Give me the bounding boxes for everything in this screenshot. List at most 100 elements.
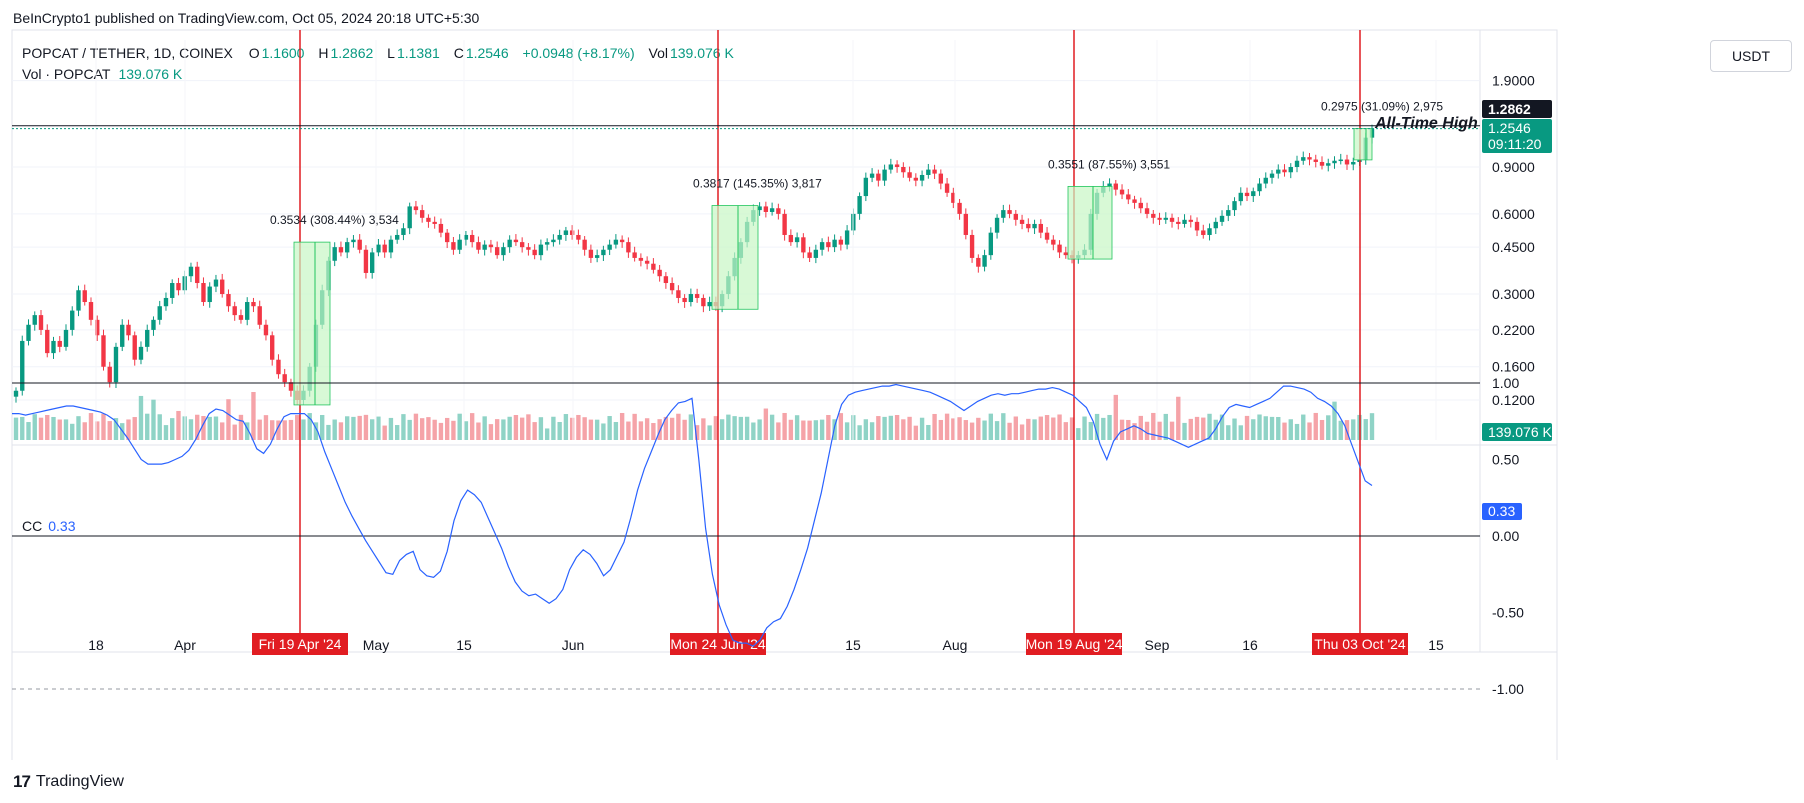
volume-bar — [582, 417, 587, 440]
volume-legend-label[interactable]: Vol · POPCAT — [22, 66, 111, 82]
candle-body — [1007, 210, 1012, 214]
volume-bar — [432, 419, 437, 440]
volume-bar — [1044, 415, 1050, 440]
candle-body — [126, 324, 131, 336]
volume-bar — [288, 419, 294, 440]
tradingview-logo-icon: 17 — [13, 772, 31, 791]
cc-value-badge — [1482, 503, 1522, 520]
volume-bar — [1007, 422, 1012, 440]
volume-bar — [594, 419, 600, 440]
volume-bar — [863, 419, 869, 440]
candle-body — [538, 244, 544, 256]
volume-bar — [307, 413, 312, 440]
volume-bar — [1351, 419, 1356, 440]
candle-body — [1044, 232, 1050, 240]
volume-bar — [419, 418, 425, 440]
volume-bar — [444, 417, 450, 440]
volume-bar — [744, 416, 750, 440]
volume-badge — [1482, 423, 1552, 441]
price-tick-label: 0.4500 — [1492, 239, 1535, 255]
event-date-label: Thu 03 Oct '24 — [1314, 636, 1406, 652]
volume-bar — [576, 414, 581, 440]
ohlc-open-key: O — [248, 45, 260, 61]
volume-bar — [613, 421, 619, 440]
volume-bar — [488, 424, 494, 440]
candle-body — [994, 217, 1000, 233]
volume-bar — [1063, 422, 1068, 440]
candle-body — [157, 306, 162, 320]
volume-bar — [1001, 413, 1006, 440]
candle-body — [20, 340, 25, 391]
volume-bar — [170, 418, 175, 440]
volume-bar — [76, 416, 81, 440]
volume-bar — [494, 419, 500, 440]
candle-body — [769, 208, 775, 212]
candle-body — [426, 217, 431, 222]
candle-body — [863, 177, 869, 197]
candle-body — [1307, 157, 1312, 160]
volume-bar — [1369, 413, 1375, 440]
volume-bar — [701, 418, 706, 440]
candle-body — [1319, 161, 1325, 166]
volume-bar — [20, 416, 25, 440]
volume-bar — [644, 418, 650, 440]
cc-legend-label[interactable]: CC — [22, 518, 43, 534]
candle-body — [1151, 213, 1156, 218]
volume-bar — [676, 413, 681, 440]
volume-bar — [26, 422, 31, 440]
candle-body — [338, 247, 344, 253]
candle-body — [226, 294, 231, 307]
candle-body — [1113, 183, 1118, 190]
volume-bar — [932, 413, 937, 440]
symbol-title[interactable]: POPCAT / TETHER, 1D, COINEX — [22, 45, 233, 61]
volume-bar — [326, 424, 331, 440]
candle-body — [444, 232, 450, 243]
volume-bar — [176, 410, 181, 440]
volume-bar — [1219, 414, 1225, 440]
volume-bar — [388, 417, 394, 440]
volume-bar — [1201, 417, 1206, 440]
candle-body — [238, 315, 244, 320]
candle-body — [188, 266, 194, 277]
candle-body — [707, 302, 712, 307]
candle-body — [582, 239, 587, 250]
volume-bar — [457, 413, 462, 440]
volume-bar — [682, 419, 687, 440]
volume-bar — [869, 422, 875, 440]
candle-body — [1032, 223, 1037, 229]
candle-body — [438, 223, 444, 233]
volume-bar — [732, 416, 737, 440]
volume-bar — [1144, 421, 1150, 440]
volume-bar — [538, 417, 544, 440]
candle-body — [782, 213, 787, 235]
volume-bar — [45, 414, 50, 440]
currency-selector[interactable]: USDT — [1710, 40, 1792, 72]
volume-bar — [957, 417, 962, 440]
volume-bar — [1288, 419, 1293, 440]
price-chart-svg[interactable]: 1.9000 0.9000 0.6000 0.4500 0.3000 0.2200 0.16… — [0, 0, 1804, 760]
candle-body — [688, 294, 694, 303]
candle-body — [26, 324, 31, 341]
candle-body — [663, 276, 669, 284]
candle-body — [38, 315, 44, 330]
volume-bar — [507, 416, 512, 440]
candle-body — [45, 329, 50, 354]
volume-bar — [726, 414, 731, 440]
volume-bar — [557, 421, 562, 440]
tradingview-wordmark[interactable]: TradingView — [35, 773, 124, 790]
cc-tick-label: 1.00 — [1492, 375, 1519, 391]
candle-body — [1188, 219, 1193, 222]
volume-bar — [1301, 414, 1306, 440]
volume-bar — [220, 422, 225, 440]
price-tick-label: 0.2200 — [1492, 322, 1535, 338]
volume-bar — [926, 424, 931, 440]
volume-bar — [207, 416, 212, 440]
ohlc-low-value: 1.1381 — [396, 45, 440, 61]
volume-bar — [588, 419, 594, 440]
price-tick-label: 0.1600 — [1492, 359, 1535, 375]
candle-body — [1213, 221, 1218, 229]
candle-body — [807, 252, 812, 258]
event-date-label: Mon 24 Jun '24 — [670, 636, 766, 652]
candle-body — [457, 239, 462, 250]
time-tick-label: 15 — [456, 637, 472, 653]
